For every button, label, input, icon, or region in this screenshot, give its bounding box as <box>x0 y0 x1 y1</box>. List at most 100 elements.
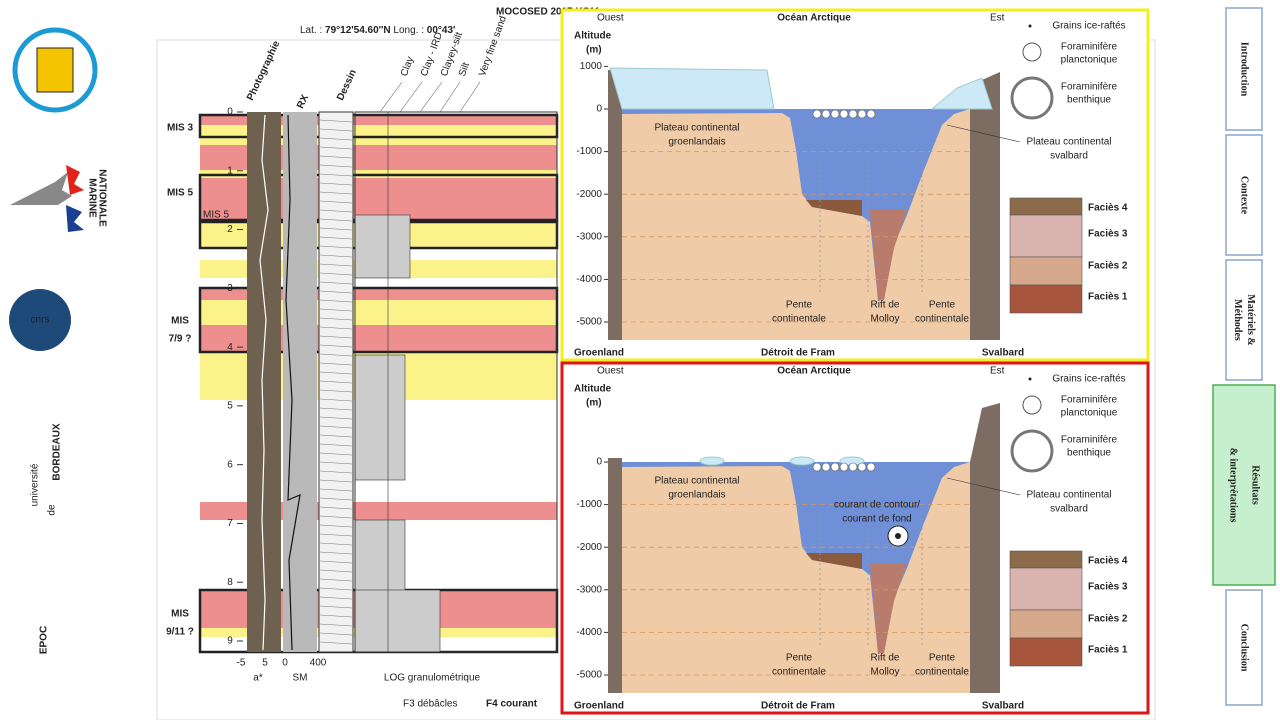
foram-icon <box>839 109 849 119</box>
coordinate-part: 00°43' <box>427 25 456 36</box>
y-tick-label: -3000 <box>576 584 602 595</box>
axis-label: Altitude <box>574 384 612 395</box>
y-tick-label: -3000 <box>576 231 602 242</box>
legend-f3: F3 débâcles <box>403 699 457 710</box>
depth-tick-label: 8 <box>227 577 233 588</box>
facies-label: Faciès 2 <box>1088 261 1128 272</box>
grain-size-leader <box>379 81 403 113</box>
mis-label: MIS <box>171 316 189 327</box>
drawing-stripe <box>319 497 353 501</box>
facies-block <box>1009 637 1083 667</box>
nav-tab[interactable] <box>1225 7 1263 131</box>
mis-label: 9/11 ? <box>166 627 194 638</box>
nav-label: Matériels & <box>1245 294 1256 345</box>
shelf-west: groenlandais <box>668 490 725 501</box>
foram-icon <box>857 109 867 119</box>
mis-label: 7/9 ? <box>169 334 192 345</box>
nav-tab[interactable] <box>1225 589 1263 706</box>
label-east: Est <box>990 13 1005 24</box>
depth-tick-label: 7 <box>227 518 233 529</box>
epoc-text: EPOC <box>39 626 50 654</box>
drawing-stripe <box>319 245 353 249</box>
drawing-stripe <box>319 227 353 231</box>
drawing-stripe <box>319 443 353 447</box>
facies-label: Faciès 4 <box>1088 203 1128 214</box>
drawing-stripe <box>319 119 353 123</box>
wall-west <box>608 458 622 693</box>
nav-tab[interactable] <box>1225 134 1263 256</box>
facies-block <box>1009 567 1083 611</box>
drawing-stripe <box>319 128 353 132</box>
drawing-stripe <box>319 272 353 276</box>
legend-label: Grains ice-raftés <box>1052 374 1125 385</box>
drawing-stripe <box>319 407 353 411</box>
a-star-curve <box>259 114 269 651</box>
log-frame <box>354 111 558 653</box>
shelf-east: Plateau continental <box>1026 490 1111 501</box>
grain-size-leader <box>399 81 423 113</box>
drawing-stripe <box>319 344 353 348</box>
drawing-stripe <box>319 551 353 555</box>
foram-icon <box>812 462 822 472</box>
facies-label: Faciès 3 <box>1088 229 1128 240</box>
facies-label: Faciès 2 <box>1088 614 1128 625</box>
drawing-stripe <box>319 218 353 222</box>
shelf-east: svalbard <box>1050 151 1088 162</box>
drawing-stripe <box>319 434 353 438</box>
axis-label: Altitude <box>574 31 612 42</box>
mis-label: MIS 3 <box>167 123 194 134</box>
drawing-stripe <box>319 560 353 564</box>
legend-plankton <box>1022 395 1042 415</box>
drawing-stripe <box>319 362 353 366</box>
drawing-stripe <box>319 488 353 492</box>
facies-block <box>1009 550 1083 569</box>
drawing-stripe <box>319 326 353 330</box>
y-tick-label: -2000 <box>576 189 602 200</box>
y-tick-label: -5000 <box>576 670 602 681</box>
slope-label: continentale <box>772 314 826 325</box>
coordinate-part: 79°12'54.60''N <box>325 25 391 36</box>
drawing-stripe <box>319 236 353 240</box>
legend-plankton <box>1022 42 1042 62</box>
drawing-stripe <box>319 164 353 168</box>
depth-tick-label: 0 <box>227 107 233 118</box>
wall-east <box>970 72 1000 340</box>
sediment-rift <box>870 210 907 300</box>
nav-tab[interactable] <box>1225 259 1263 381</box>
foram-icon <box>866 462 876 472</box>
drawing-stripe <box>319 470 353 474</box>
drawing-stripe <box>319 335 353 339</box>
facies-label: Faciès 3 <box>1088 582 1128 593</box>
mis-marker: MIS 5 <box>203 210 230 221</box>
y-tick-label: -4000 <box>576 274 602 285</box>
legend-label: planctonique <box>1061 55 1118 66</box>
facies-block <box>1009 284 1083 314</box>
place-label: Svalbard <box>982 348 1024 359</box>
label-west: Ouest <box>597 366 624 377</box>
legend-label: benthique <box>1067 448 1111 459</box>
marine-flame-blue <box>66 205 84 232</box>
drawing-stripe <box>319 380 353 384</box>
marine-text: NATIONALE <box>96 169 107 227</box>
drawing-stripe <box>319 515 353 519</box>
cross-section: 0 -1000 -2000 -3000 -4000 -5000 Ouest Océan Arc… <box>560 361 1150 715</box>
legend-label: Foraminifère <box>1061 395 1118 406</box>
legend-f4: F4 courant <box>486 699 538 710</box>
axis-label: a* <box>253 673 263 684</box>
drawing-stripe <box>319 173 353 177</box>
drawing-stripe <box>319 587 353 591</box>
slope-label: continentale <box>772 667 826 678</box>
cross-section: 1000 0 -1000 -2000 -3000 -4000 -5000 Ouest Océan… <box>560 8 1150 362</box>
depth-tick-label: 9 <box>227 636 233 647</box>
grain-size-leader <box>439 81 461 113</box>
panel-title: Océan Arctique <box>777 13 851 24</box>
depth-tick-label: 5 <box>227 401 233 412</box>
foram-icon <box>848 462 858 472</box>
ice-east <box>930 77 993 110</box>
drawing-stripe <box>319 533 353 537</box>
shelf-west: Plateau continental <box>654 123 739 134</box>
nav-label: & interprétations <box>1228 448 1239 523</box>
drawing-stripe <box>319 371 353 375</box>
nav-tab[interactable] <box>1212 384 1276 586</box>
